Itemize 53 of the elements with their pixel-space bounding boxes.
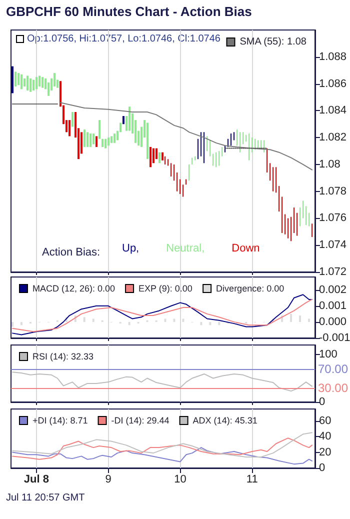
bar (200, 322, 202, 326)
y-tick-label: 20 (319, 446, 332, 458)
bar (218, 322, 220, 326)
bar (173, 318, 176, 322)
bar (164, 318, 166, 322)
y-tick-label: 1.078 (319, 185, 347, 198)
bar (308, 318, 310, 322)
bar (20, 322, 22, 326)
x-tick-label: 10 (174, 474, 186, 486)
bar (83, 317, 86, 322)
y-tick-label: 0 (319, 462, 326, 474)
text: Jul 11 20:57 GMT (6, 492, 85, 504)
legend-label: ADX (14): 45.31 (192, 416, 258, 426)
chart-title: GBPCHF 60 Minutes Chart - Action Bias (6, 4, 252, 19)
legend-label: RSI (14): 32.33 (32, 352, 94, 362)
legend-label: +DI (14): 8.71 (32, 416, 88, 426)
y-tick-label: 60 (319, 414, 332, 427)
x-tick-label: 9 (105, 474, 112, 486)
annotation: Op:1.0756, Hi:1.0757, Lo:1.0746, Cl:1.0746 (27, 34, 221, 44)
legend-label: SMA (55): 1.08 (240, 36, 307, 48)
bar (128, 322, 130, 326)
legend-label: MACD (12, 26): 0.00 (32, 284, 116, 294)
legend-label: EXP (9): 0.00 (138, 284, 192, 294)
bar (12, 322, 14, 327)
y-tick-label: 1.084 (319, 104, 347, 117)
y-tick-label: 1.076 (319, 212, 347, 224)
text: Neutral, (166, 242, 205, 254)
bar (92, 318, 94, 322)
y-tick-label: 1.086 (319, 78, 347, 90)
bar (299, 316, 302, 322)
x-tick-label: Jul 8 (24, 474, 49, 486)
y-tick-label: 0.001 (319, 300, 347, 312)
y-tick-label: 0 (319, 396, 326, 408)
legend-label: Divergence: 0.00 (216, 284, 284, 294)
x-tick-label: 11 (246, 474, 258, 486)
text: Up, (122, 242, 140, 254)
y-tick-label: 1.08 (319, 158, 340, 170)
legend-label: -DI (14): 29.44 (111, 416, 170, 426)
legend-title: Action Bias: (42, 246, 100, 258)
y-tick-label: 0.000 (319, 316, 347, 328)
bar (209, 322, 212, 326)
text: Down (232, 242, 260, 254)
y-tick-label: 1.088 (319, 50, 347, 63)
y-tick-label: 100 (319, 348, 338, 360)
bar (290, 314, 292, 322)
y-tick-label: 0.002 (319, 284, 347, 296)
y-tick-label: 1.074 (319, 239, 347, 252)
y-tick-label: 1.082 (319, 132, 347, 144)
ref-line-label: 70.00 (318, 362, 348, 376)
y-tick-label: -0.001 (319, 332, 350, 344)
ref-line-label: 30.00 (318, 380, 348, 395)
y-tick-label: 1.072 (319, 266, 347, 278)
y-tick-label: 40 (319, 430, 332, 443)
